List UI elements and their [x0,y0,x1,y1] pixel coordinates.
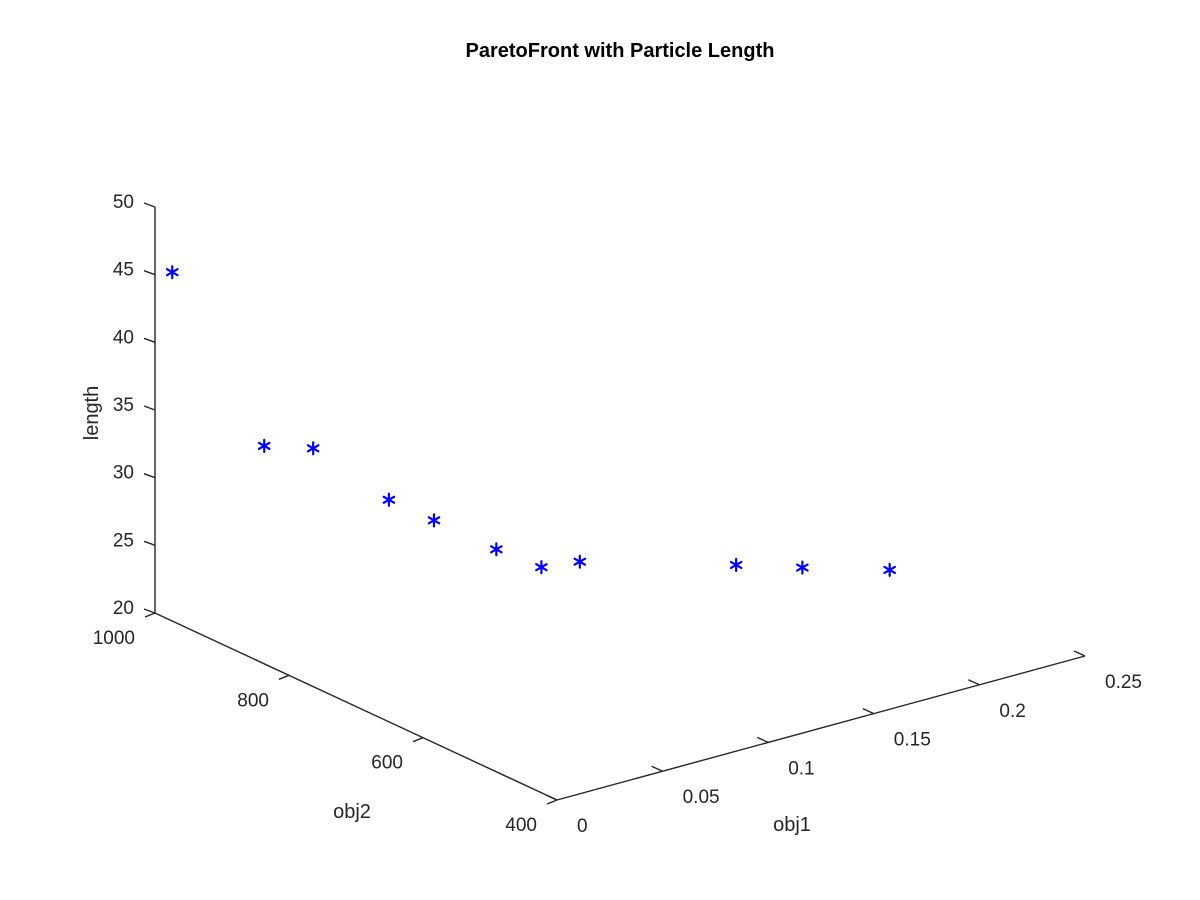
y-tick-label: 1000 [93,628,135,649]
data-point [382,492,396,507]
z-tick-mark [143,473,156,479]
z-tick-label: 45 [113,260,134,281]
y-tick-mark [412,737,424,743]
z-axis-ticks: 20 25 30 35 40 45 50 [113,192,156,619]
data-point [729,557,743,573]
z-axis-label: length [81,386,103,441]
y-tick-label: 400 [505,815,537,836]
y-axis-line [154,612,558,801]
x-tick-label: 0 [577,816,588,837]
data-point [427,513,441,528]
data-point [796,560,809,575]
data-point [535,560,548,575]
data-point [306,441,320,456]
y-tick-label: 800 [237,690,269,711]
x-tick-label: 0.05 [683,787,720,808]
x-axis-label: obj1 [773,814,811,836]
z-tick-label: 40 [113,327,134,348]
chart-title: ParetoFront with Particle Length [466,40,775,62]
z-tick-mark [143,405,156,411]
z-tick-mark [143,608,156,614]
x-tick-label: 0.15 [894,730,931,751]
z-tick-label: 35 [113,395,134,416]
y-axis-ticks: 400 600 800 1000 [93,612,558,836]
x-axis-ticks: 0 0.05 0.1 0.15 0.2 0.25 [545,650,1142,837]
x-tick-mark [651,765,663,772]
x-tick-mark [968,679,980,686]
y-tick-mark [144,612,156,618]
z-tick-mark [143,202,156,208]
y-tick-label: 600 [371,753,403,774]
z-tick-label: 30 [113,463,134,484]
z-tick-label: 25 [113,530,134,551]
x-axis-line [556,655,1086,801]
z-tick-mark [143,270,156,276]
x-tick-label: 0.1 [788,758,814,779]
z-tick-label: 50 [113,192,134,213]
x-tick-mark [545,794,558,801]
x-tick-mark [1073,650,1086,657]
data-point [257,438,271,453]
z-tick-mark [143,337,156,343]
x-tick-mark [756,736,769,744]
z-tick-label: 20 [113,598,134,619]
y-tick-mark [278,674,290,680]
x-tick-mark [862,707,875,715]
x-tick-label: 0.25 [1105,672,1142,693]
x-tick-label: 0.2 [999,701,1025,722]
data-point [490,542,503,557]
y-axis-label: obj2 [333,801,371,823]
data-point [165,265,179,280]
z-tick-mark [143,540,156,546]
data-point [573,554,587,569]
data-points [165,265,896,578]
y-tick-mark [546,799,558,805]
data-point [883,562,896,578]
